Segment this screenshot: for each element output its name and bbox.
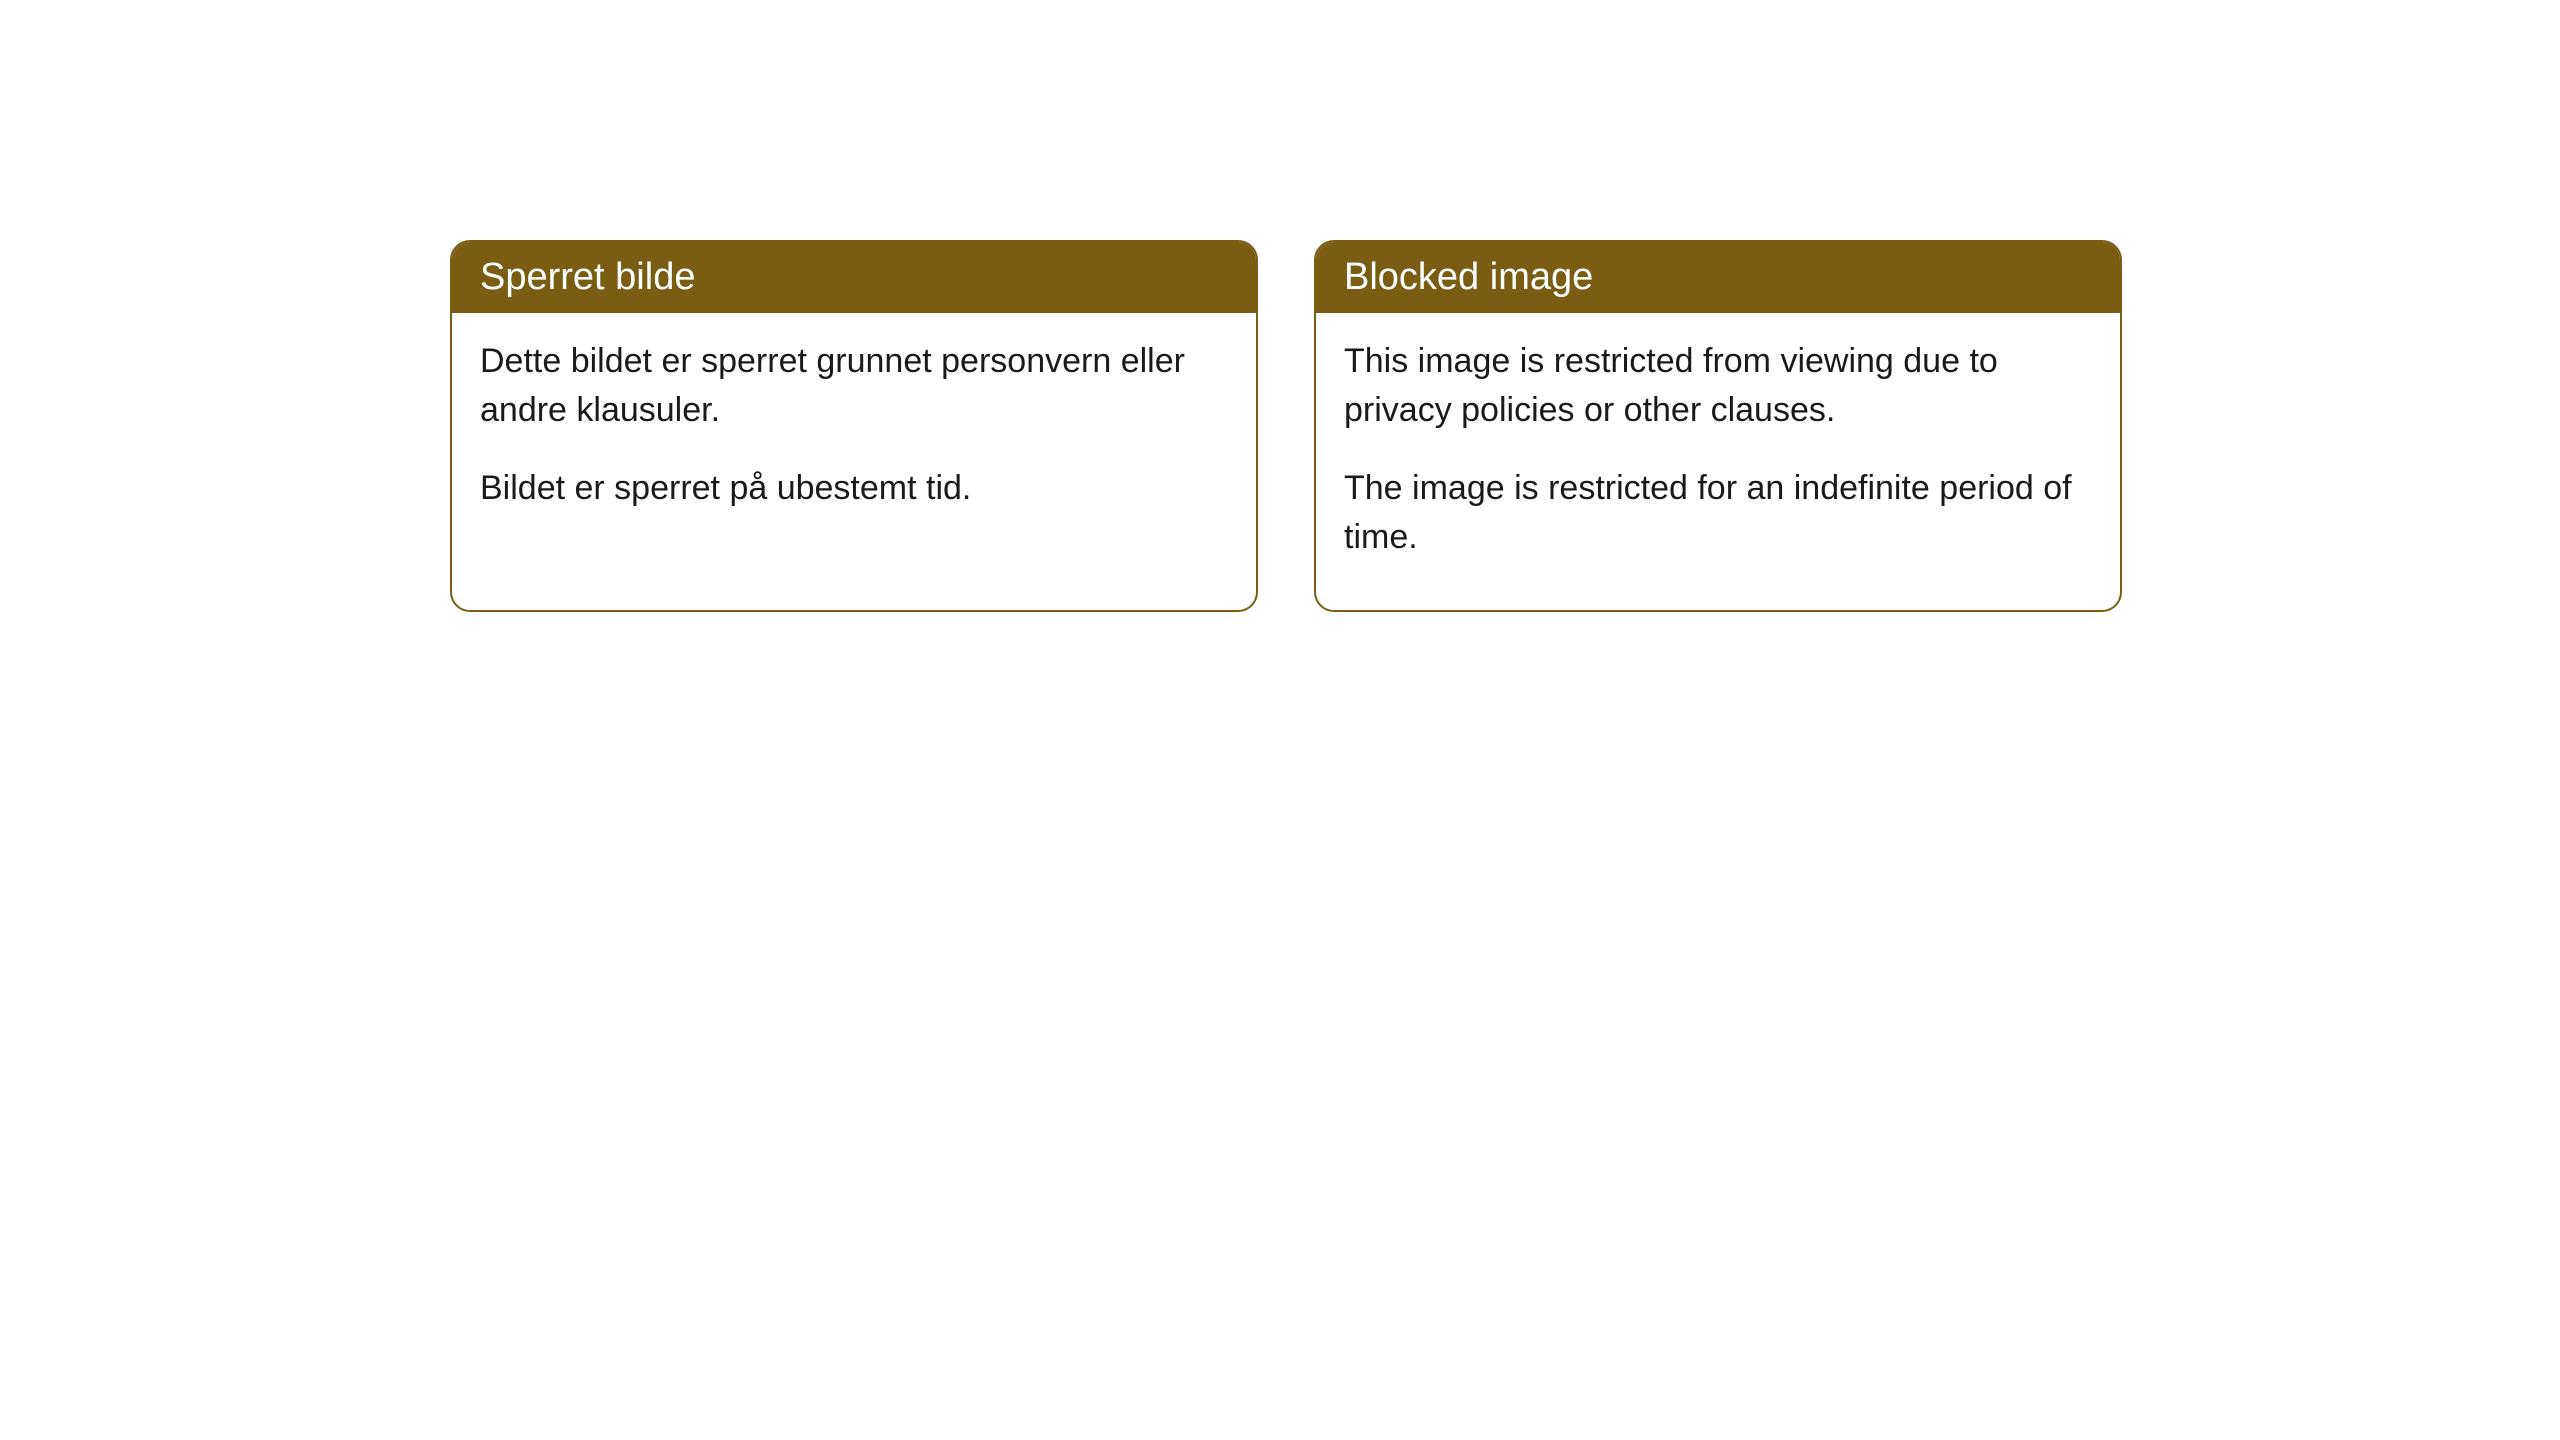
card-body: This image is restricted from viewing du…: [1316, 313, 2120, 610]
notice-card-english: Blocked image This image is restricted f…: [1314, 240, 2122, 612]
card-paragraph: This image is restricted from viewing du…: [1344, 337, 2092, 436]
notice-card-norwegian: Sperret bilde Dette bildet er sperret gr…: [450, 240, 1258, 612]
card-title: Blocked image: [1344, 256, 1593, 298]
card-paragraph: Dette bildet er sperret grunnet personve…: [480, 337, 1228, 436]
card-body: Dette bildet er sperret grunnet personve…: [452, 313, 1256, 561]
card-header: Blocked image: [1316, 242, 2120, 313]
notice-cards-container: Sperret bilde Dette bildet er sperret gr…: [450, 240, 2560, 612]
card-paragraph: Bildet er sperret på ubestemt tid.: [480, 464, 1228, 513]
card-header: Sperret bilde: [452, 242, 1256, 313]
card-title: Sperret bilde: [480, 256, 695, 298]
card-paragraph: The image is restricted for an indefinit…: [1344, 464, 2092, 563]
